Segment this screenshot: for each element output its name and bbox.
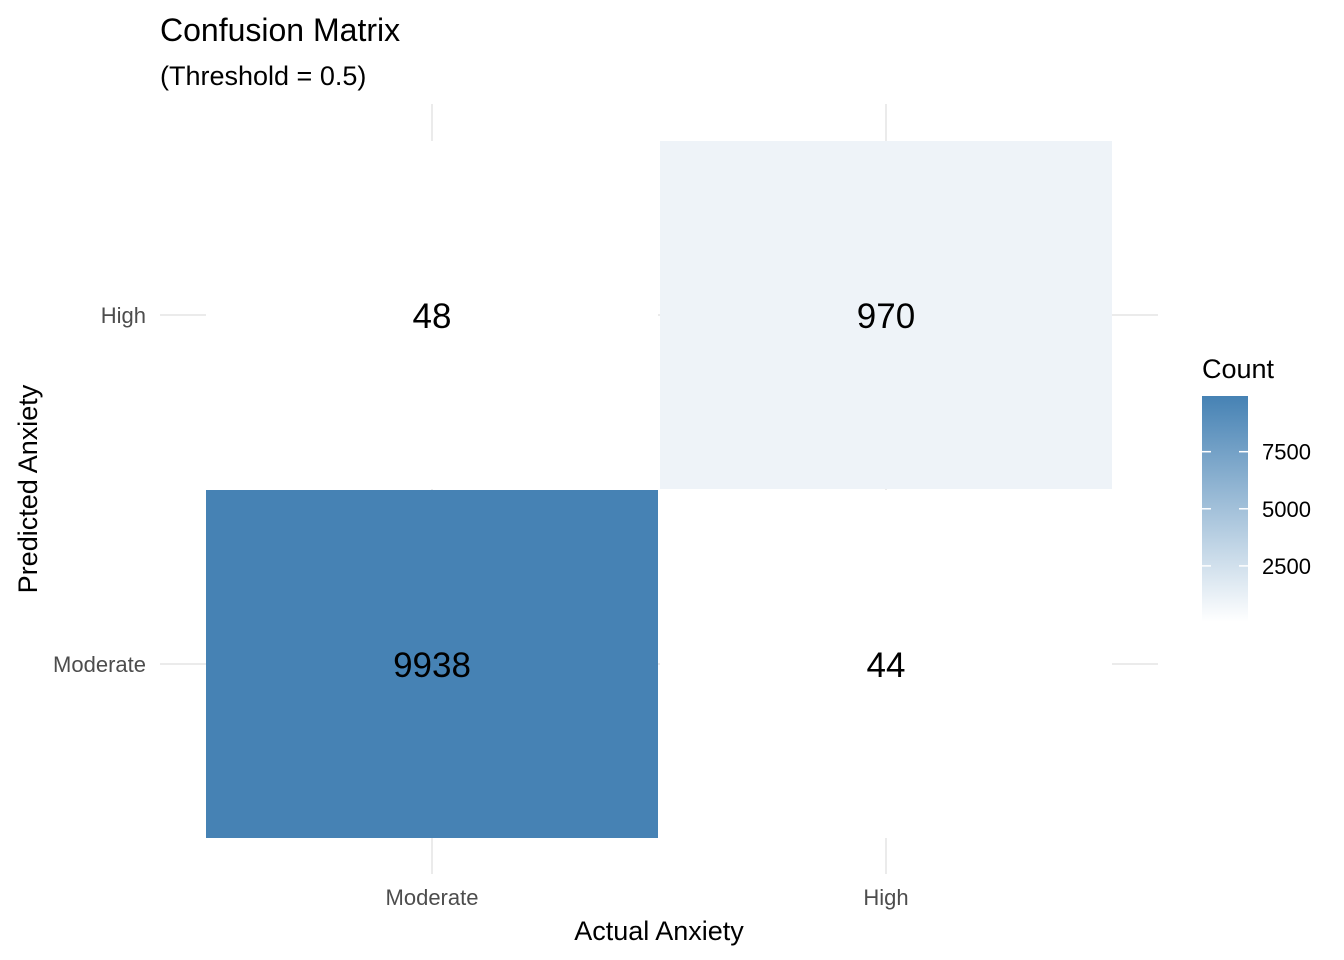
cell-value-label: 9938 <box>393 646 471 685</box>
cell-labels: 48 970 9938 44 <box>393 297 915 685</box>
legend-tick-label: 2500 <box>1262 554 1311 579</box>
chart-subtitle: (Threshold = 0.5) <box>160 61 366 91</box>
x-axis-label: Actual Anxiety <box>574 916 744 946</box>
cell-value-label: 48 <box>413 297 452 336</box>
x-axis-ticks: Moderate High <box>386 885 909 910</box>
heatmap-cell-moderate-moderate <box>206 490 658 838</box>
legend-ticks: 2500 5000 7500 <box>1202 440 1311 579</box>
legend-tick-label: 7500 <box>1262 440 1311 465</box>
y-tick-label: High <box>101 303 146 328</box>
heatmap-cell-high-moderate <box>660 490 1112 838</box>
color-legend: Count 2500 5000 7500 <box>1202 354 1311 622</box>
y-axis-ticks: Moderate High <box>53 303 146 677</box>
y-tick-label: Moderate <box>53 652 146 677</box>
x-tick-label: Moderate <box>386 885 479 910</box>
x-tick-label: High <box>863 885 908 910</box>
heatmap-cell-moderate-high <box>206 141 658 489</box>
legend-tick-label: 5000 <box>1262 497 1311 522</box>
y-axis-label: Predicted Anxiety <box>13 384 43 593</box>
cell-value-label: 44 <box>867 646 906 685</box>
cell-value-label: 970 <box>857 297 915 336</box>
chart-title: Confusion Matrix <box>160 12 400 48</box>
legend-title: Count <box>1202 354 1275 384</box>
heatmap-cell-high-high <box>660 141 1112 489</box>
heatmap-cells <box>206 141 1112 838</box>
